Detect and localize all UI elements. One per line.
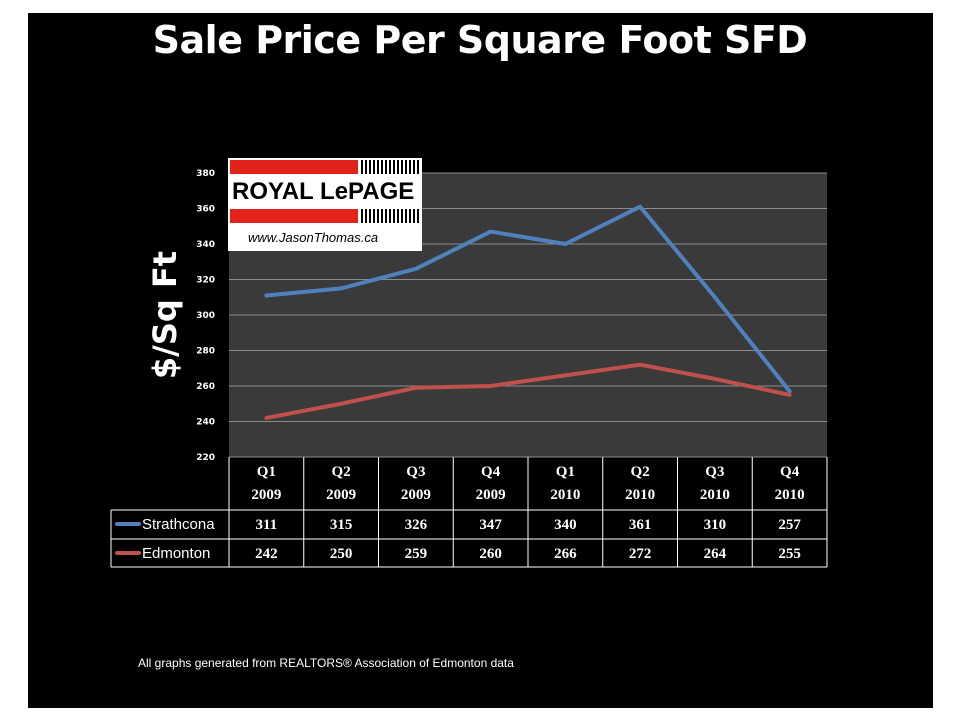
x-tick-label-quarter: Q4 [481,464,501,480]
x-tick-label-quarter: Q3 [406,464,425,480]
data-table-value: 257 [778,517,801,533]
y-tick-label: 220 [196,453,215,463]
x-tick-label-year: 2009 [401,487,431,503]
legend-label: Strathcona [142,516,215,533]
data-table-value: 272 [629,546,652,562]
data-table-value: 361 [629,517,652,533]
y-tick-label: 280 [196,347,215,357]
data-table-value: 340 [554,517,577,533]
data-table-value: 255 [778,546,801,562]
data-table-value: 311 [256,517,278,533]
x-tick-label-quarter: Q2 [631,464,650,480]
logo-stripes-top [361,160,419,174]
x-tick-label-year: 2009 [251,487,281,503]
x-tick-label-year: 2010 [625,487,655,503]
data-table-value: 326 [405,517,428,533]
x-tick-label-year: 2010 [550,487,580,503]
x-tick-label-year: 2010 [775,487,805,503]
y-tick-label: 340 [196,240,215,250]
x-tick-label-year: 2010 [700,487,730,503]
logo-red-bar-top [230,160,358,174]
data-table-value: 260 [479,546,502,562]
x-tick-label-quarter: Q4 [780,464,800,480]
data-source-footnote: All graphs generated from REALTORS® Asso… [138,656,514,670]
x-tick-label-quarter: Q2 [332,464,351,480]
series-line-edmonton [264,362,792,420]
x-tick-label-quarter: Q1 [257,464,276,480]
logo-stripes-bottom [361,209,419,223]
data-table-value: 250 [330,546,353,562]
data-table-value: 242 [255,546,278,562]
legend-label: Edmonton [142,545,210,562]
series-line-strathcona [264,204,792,394]
chart-title: Sale Price Per Square Foot SFD [152,18,808,62]
logo-website-text: www.JasonThomas.ca [248,230,379,245]
y-tick-label: 380 [196,169,215,179]
x-tick-label-year: 2009 [326,487,356,503]
y-tick-label: 360 [196,205,215,215]
data-table-value: 264 [704,546,727,562]
y-tick-label: 240 [196,418,215,428]
logo-red-bar-bottom [230,209,358,223]
x-tick-label-year: 2009 [476,487,506,503]
data-table-value: 266 [554,546,577,562]
y-tick-label: 320 [196,276,215,286]
data-table-value: 259 [405,546,428,562]
y-tick-label: 300 [196,311,215,321]
data-table-value: 347 [479,517,502,533]
data-table-value: 310 [704,517,727,533]
x-tick-label-quarter: Q1 [556,464,575,480]
data-table-value: 315 [330,517,353,533]
royal-lepage-logo: ROYAL LePAGE www.JasonThomas.ca [228,158,422,251]
y-tick-label: 260 [196,382,215,392]
x-tick-label-quarter: Q3 [705,464,724,480]
logo-brand-text: ROYAL LePAGE [232,178,415,205]
